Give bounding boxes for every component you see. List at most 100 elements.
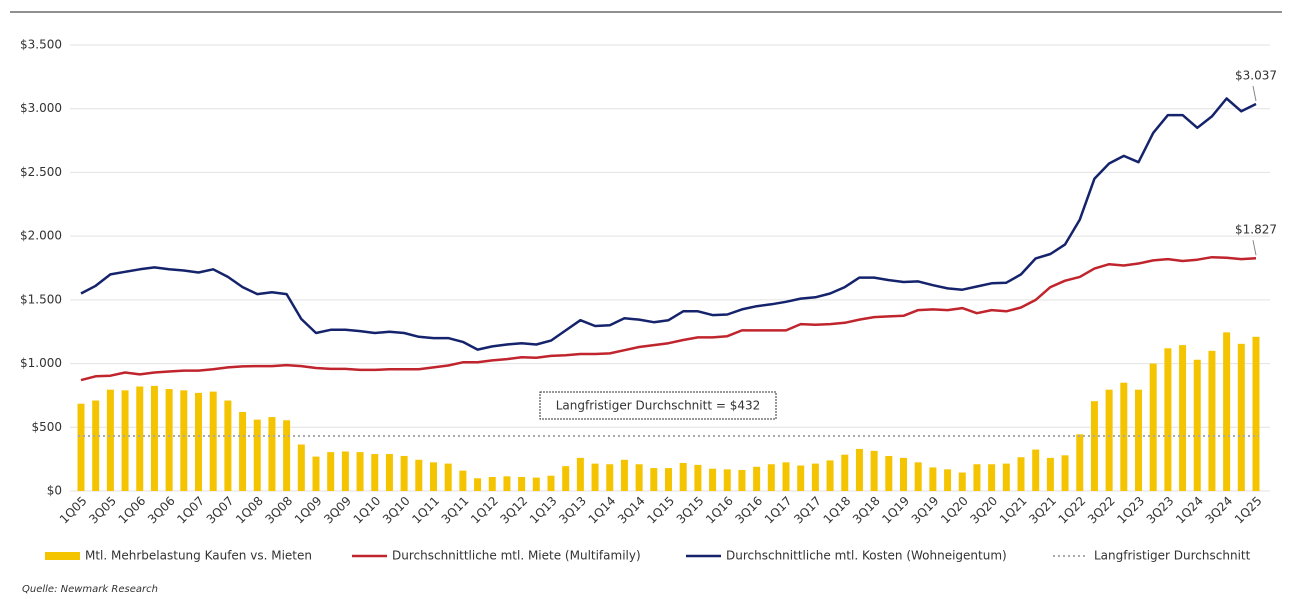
x-tick-label: 3Q05 xyxy=(86,494,119,527)
legend-swatch xyxy=(45,552,80,560)
y-tick-label: $2.000 xyxy=(20,229,62,243)
legend-label: Mtl. Mehrbelastung Kaufen vs. Mieten xyxy=(85,549,312,563)
x-tick-label: 1Q15 xyxy=(644,494,677,527)
bar xyxy=(283,420,291,491)
bar xyxy=(665,468,672,491)
bar xyxy=(385,454,393,491)
x-tick-label: 1Q22 xyxy=(1056,494,1089,527)
x-tick-label: 3Q09 xyxy=(321,494,354,527)
x-tick-label: 3Q08 xyxy=(262,494,295,527)
bar xyxy=(77,403,85,491)
bar xyxy=(1208,350,1216,491)
bar xyxy=(488,476,496,491)
bar xyxy=(253,419,261,491)
bar xyxy=(121,390,129,491)
bar xyxy=(1046,457,1054,491)
bar xyxy=(694,464,702,491)
bar xyxy=(1090,401,1098,491)
y-tick-label: $2.500 xyxy=(20,165,62,179)
bar xyxy=(415,459,423,491)
bar xyxy=(503,476,511,491)
x-tick-label: 1Q08 xyxy=(233,494,266,527)
x-tick-label: 1Q24 xyxy=(1173,494,1206,527)
bar xyxy=(400,455,408,491)
bar xyxy=(1002,463,1010,491)
x-tick-label: 1Q11 xyxy=(409,494,442,527)
bar xyxy=(430,462,437,491)
bar xyxy=(518,476,526,491)
x-tick-label: 1Q05 xyxy=(57,494,90,527)
x-tick-label: 1Q06 xyxy=(116,494,149,527)
legend-label: Durchschnittliche mtl. Miete (Multifamil… xyxy=(392,549,641,563)
bar xyxy=(1061,455,1069,491)
x-tick-label: 3Q14 xyxy=(615,494,648,527)
bar xyxy=(1135,389,1142,491)
bar xyxy=(1179,345,1187,491)
annotation-box xyxy=(539,391,777,420)
bar xyxy=(371,454,379,491)
bar xyxy=(841,454,849,491)
bar xyxy=(459,470,467,491)
line-series xyxy=(80,255,1257,382)
x-tick-label: 3Q22 xyxy=(1085,494,1118,527)
line-series xyxy=(80,97,1257,351)
bar xyxy=(1032,449,1040,491)
x-tick-label: 3Q19 xyxy=(909,494,942,527)
source: Quelle: Newmark Research xyxy=(22,584,158,595)
y-tick-label: $3.000 xyxy=(20,101,62,115)
bar xyxy=(620,459,628,491)
y-tick-label: $0 xyxy=(47,484,62,498)
bar xyxy=(341,451,349,491)
label-leader xyxy=(1252,85,1257,102)
value-label: $3.037 xyxy=(1235,68,1277,82)
bar xyxy=(782,462,790,491)
bar xyxy=(797,465,805,491)
bar xyxy=(929,467,937,491)
bar xyxy=(1017,457,1025,491)
bar xyxy=(885,455,893,491)
x-tick-label: 1Q12 xyxy=(468,494,501,527)
label-leader xyxy=(1252,240,1257,256)
bar xyxy=(136,386,144,491)
x-tick-label: 1Q17 xyxy=(762,494,795,527)
x-tick-label: 3Q12 xyxy=(497,494,530,527)
value-label: $1.827 xyxy=(1235,223,1277,237)
x-tick-label: 1Q16 xyxy=(703,494,736,527)
bar xyxy=(150,385,158,491)
bar xyxy=(474,478,482,491)
x-tick-label: 3Q21 xyxy=(1026,494,1059,527)
bar xyxy=(826,460,834,491)
bar xyxy=(327,452,335,491)
x-tick-label: 1Q09 xyxy=(292,494,325,527)
x-tick-label: 3Q16 xyxy=(732,494,765,527)
x-tick-label: 3Q24 xyxy=(1202,494,1235,527)
bar xyxy=(356,452,364,491)
y-tick-label: $3.500 xyxy=(20,38,62,52)
bar xyxy=(973,464,981,491)
bar xyxy=(855,448,863,491)
bar xyxy=(312,456,320,491)
x-tick-label: 3Q15 xyxy=(674,494,707,527)
bar xyxy=(224,400,232,491)
bar xyxy=(268,417,276,491)
bar xyxy=(591,463,599,491)
bar xyxy=(547,475,555,491)
bar xyxy=(914,462,922,491)
bar xyxy=(900,457,907,491)
x-tick-label: 3Q13 xyxy=(556,494,589,527)
x-tick-label: 3Q17 xyxy=(791,494,824,527)
bar xyxy=(606,464,614,491)
bar xyxy=(92,400,100,491)
bar xyxy=(738,469,746,491)
legend-label: Durchschnittliche mtl. Kosten (Wohneigen… xyxy=(726,549,1007,563)
bar xyxy=(106,389,114,491)
bar xyxy=(944,469,952,491)
bar xyxy=(753,466,761,491)
bar xyxy=(811,463,819,491)
bar xyxy=(1164,348,1172,491)
annotation: Langfristiger Durchschnitt = $432 xyxy=(556,399,761,413)
bar xyxy=(165,389,173,491)
bar xyxy=(1252,336,1260,491)
y-tick-label: $500 xyxy=(31,420,62,434)
